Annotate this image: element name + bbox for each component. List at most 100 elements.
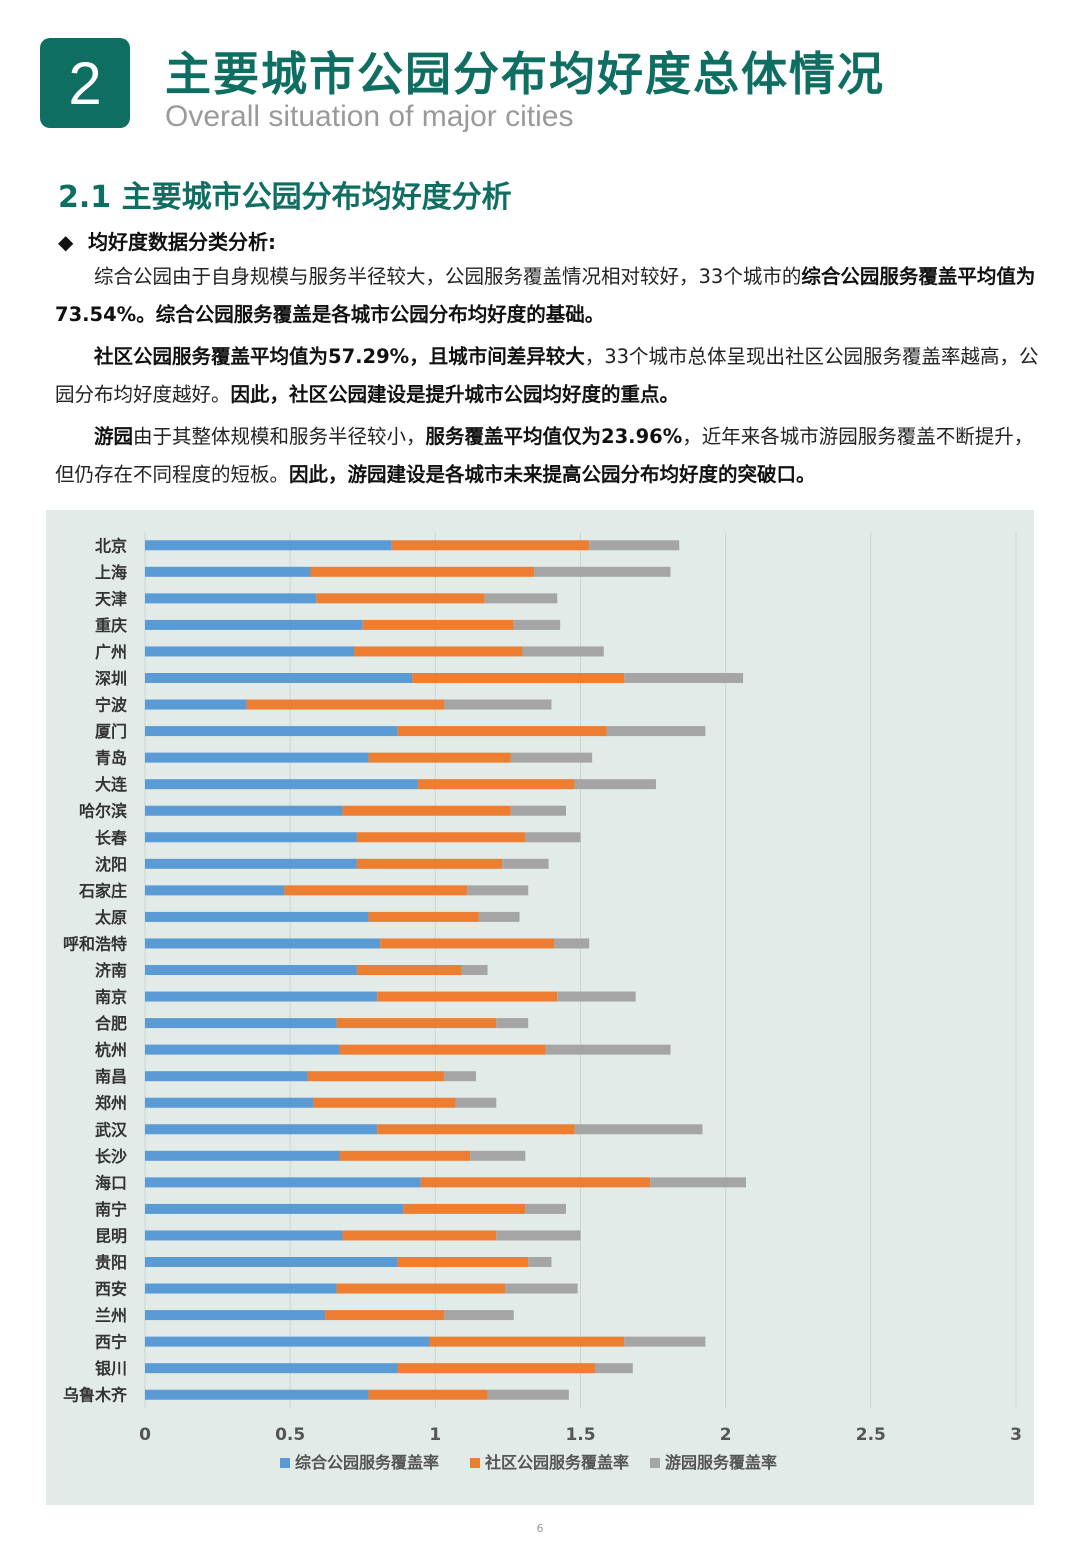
bar-segment — [502, 858, 549, 869]
bar-segment — [145, 566, 311, 577]
bar-segment — [403, 1203, 526, 1214]
bar-segment — [336, 1283, 506, 1294]
page-number: 6 — [536, 1522, 544, 1535]
paragraph-2: 社区公园服务覆盖平均值为57.29%，且城市间差异较大，33个城市总体呈现出社区… — [55, 338, 1040, 414]
y-category-label: 上海 — [95, 563, 127, 582]
bar-segment — [478, 911, 520, 922]
bar-segment — [417, 779, 575, 790]
bar-segment — [377, 991, 558, 1002]
bar-segment — [356, 832, 526, 843]
bar-segment — [284, 885, 468, 896]
y-category-label: 厦门 — [95, 722, 127, 741]
diamond-icon: ◆ — [58, 230, 74, 254]
bar-segment — [336, 1018, 497, 1029]
bar-segment — [525, 832, 581, 843]
bar-segment — [145, 1097, 314, 1108]
y-category-label: 沈阳 — [95, 855, 127, 874]
bar-segment — [339, 1044, 546, 1055]
y-category-label: 宁波 — [95, 696, 128, 715]
bar-segment — [145, 938, 381, 949]
bar-segment — [397, 726, 607, 737]
bar-segment — [313, 1097, 456, 1108]
y-category-label: 南昌 — [95, 1067, 127, 1086]
bar-segment — [444, 1071, 476, 1082]
bar-segment — [397, 1257, 529, 1267]
bar-segment — [145, 965, 357, 975]
y-category-label: 哈尔滨 — [79, 802, 127, 821]
p3-text-2: ，近年来各城市游园服务覆盖不断提升，但仍存在不同程度的短板。 — [55, 425, 1034, 486]
bar-segment — [528, 1257, 552, 1267]
bar-segment — [362, 619, 514, 630]
bar-segment — [310, 566, 535, 577]
bar-segment — [145, 1363, 398, 1374]
bar-segment — [391, 540, 590, 551]
bar-segment — [624, 673, 744, 683]
bar-segment — [380, 938, 555, 949]
y-category-label: 杭州 — [95, 1041, 127, 1060]
bar-segment — [510, 805, 566, 816]
bar-segment — [342, 805, 511, 816]
page-title: 主要城市公园分布均好度总体情况 — [165, 47, 885, 101]
bar-segment — [339, 1150, 471, 1161]
bar-segment — [145, 752, 369, 763]
y-category-label: 重庆 — [95, 616, 127, 635]
section-heading: 2.1 主要城市公园分布均好度分析 — [58, 180, 512, 215]
bar-segment — [145, 1389, 369, 1400]
bar-segment — [513, 619, 561, 630]
bar-segment — [145, 1257, 398, 1267]
bar-segment — [145, 805, 343, 816]
x-tick-label: 3 — [1010, 1425, 1022, 1445]
bar-segment — [412, 673, 625, 683]
y-category-label: 西宁 — [95, 1333, 127, 1352]
bar-segment — [429, 1336, 625, 1347]
bar-segment — [397, 1363, 596, 1374]
bar-segment — [510, 752, 593, 763]
x-tick-label: 0 — [139, 1425, 151, 1445]
p3-bold-subject: 游园 — [94, 425, 134, 448]
paragraph-3: 游园由于其整体规模和服务半径较小，服务覆盖平均值仅为23.96%，近年来各城市游… — [55, 418, 1040, 494]
page-subtitle: Overall situation of major cities — [165, 100, 574, 133]
bar-segment — [145, 1150, 340, 1161]
p3-text: 由于其整体规模和服务半径较小， — [133, 425, 426, 448]
y-category-label: 天津 — [95, 589, 127, 608]
x-tick-label: 1.5 — [565, 1425, 595, 1445]
y-category-label: 乌鲁木齐 — [63, 1386, 128, 1405]
bar-segment — [470, 1150, 526, 1161]
p2-bold: 社区公园服务覆盖平均值为57.29%，且城市间差异较大 — [94, 345, 585, 368]
bar-segment — [356, 965, 462, 975]
legend-label: 游园服务覆盖率 — [665, 1453, 777, 1472]
bar-segment — [368, 911, 479, 922]
y-category-label: 大连 — [95, 775, 128, 794]
bar-segment — [554, 938, 590, 949]
bar-segment — [145, 1230, 343, 1241]
x-tick-label: 2 — [720, 1425, 732, 1445]
bar-segment — [606, 726, 706, 737]
bar-segment — [368, 752, 511, 763]
y-category-label: 长春 — [95, 828, 128, 847]
y-category-label: 南宁 — [95, 1200, 127, 1219]
bar-segment — [316, 593, 485, 604]
bar-segment — [145, 1336, 430, 1347]
bar-segment — [145, 858, 357, 869]
bar-segment — [534, 566, 671, 577]
bar-segment — [145, 726, 398, 737]
bar-segment — [377, 1124, 575, 1135]
bar-segment — [145, 699, 247, 710]
bar-segment — [484, 593, 558, 604]
bar-segment — [624, 1336, 706, 1347]
bar-segment — [487, 1389, 569, 1400]
p1-text: 综合公园由于自身规模与服务半径较大，公园服务覆盖情况相对较好，33个城市的 — [94, 265, 802, 288]
y-category-label: 西安 — [95, 1280, 127, 1299]
x-tick-label: 2.5 — [856, 1425, 886, 1445]
bar-segment — [145, 911, 369, 922]
bar-segment — [368, 1389, 488, 1400]
bar-segment — [145, 619, 363, 630]
bar-segment — [145, 540, 392, 551]
bar-segment — [145, 646, 355, 657]
legend-label: 社区公园服务覆盖率 — [484, 1453, 629, 1472]
y-category-label: 呼和浩特 — [63, 934, 127, 953]
p2-text: ，33个城市总体呈现出社区公园服务覆盖率越高，公园分布均好度越好。 — [55, 345, 1039, 406]
legend-swatch — [280, 1458, 290, 1468]
p3-bold-conclusion: 因此，游园建设是各城市未来提高公园分布均好度的突破口。 — [289, 463, 816, 486]
x-tick-label: 1 — [429, 1425, 441, 1445]
